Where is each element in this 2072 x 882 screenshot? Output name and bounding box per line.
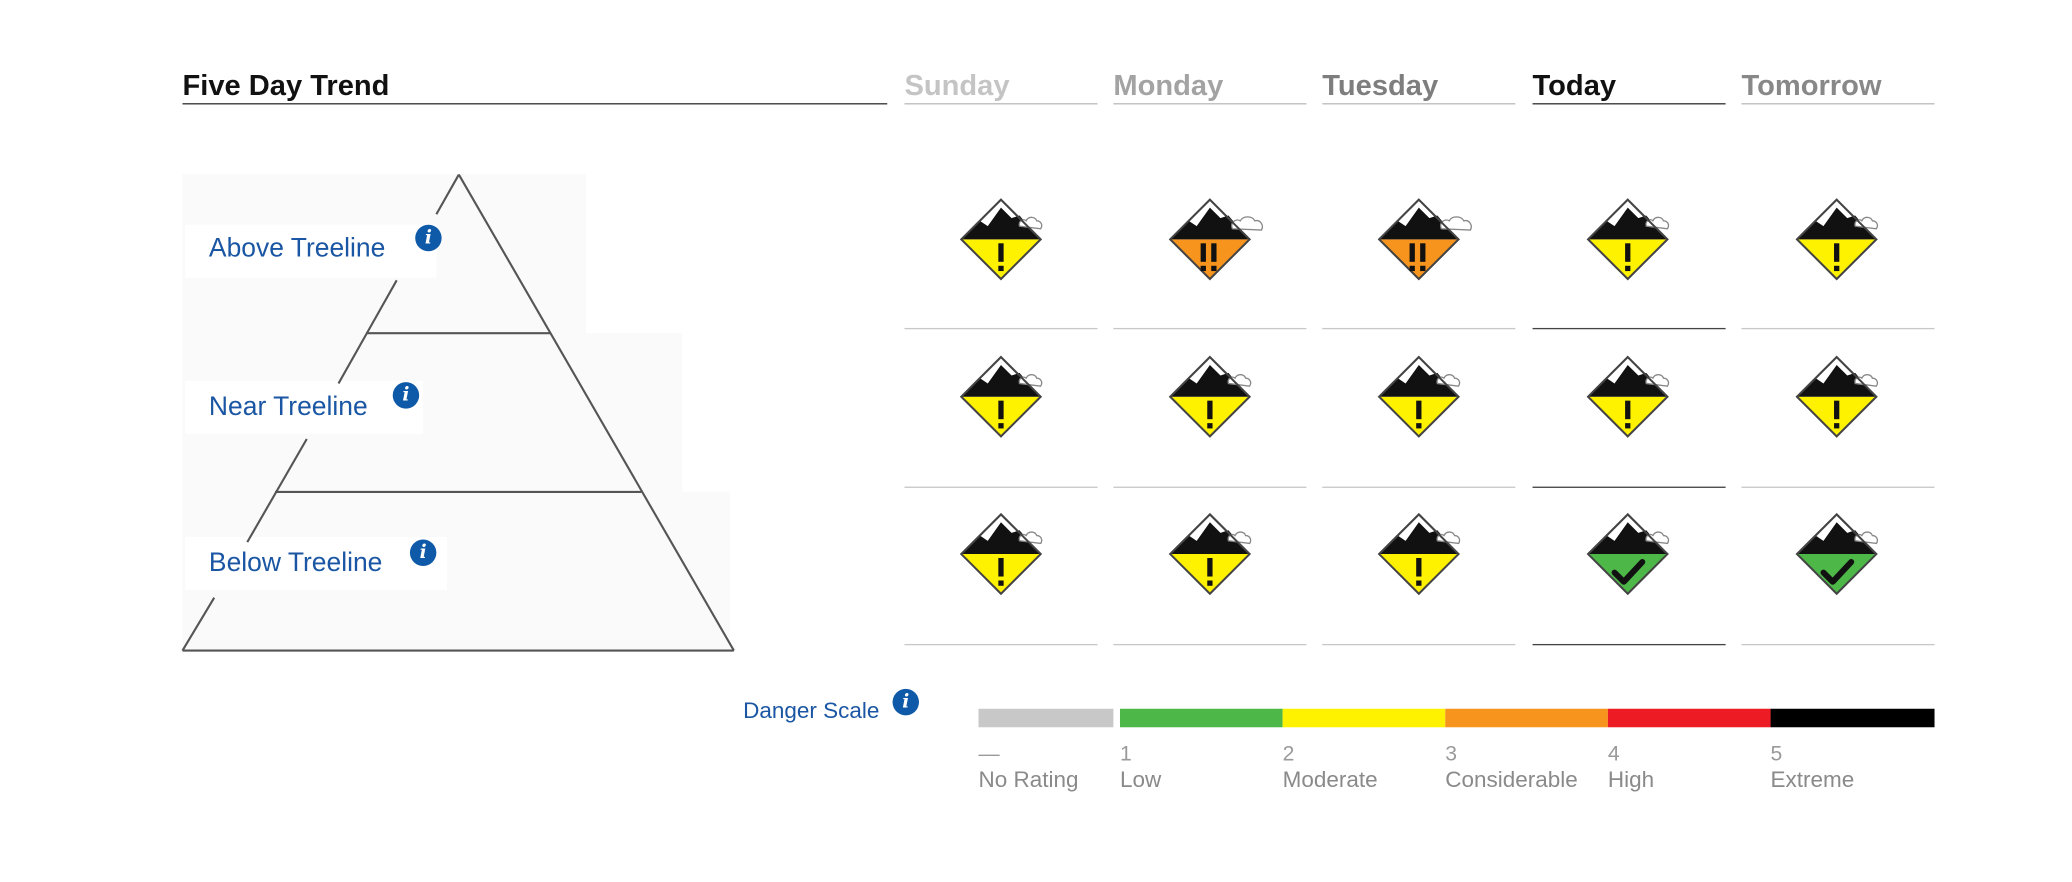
row-divider-above-treeline — [1113, 327, 1307, 330]
row-divider-below-treeline — [1741, 643, 1935, 646]
row-divider-near-treeline — [904, 486, 1098, 488]
danger-scale-number-moderate: 2 — [1282, 743, 1295, 766]
elevation-label-near-treeline: Near Treeline — [208, 392, 368, 422]
elevation-label-below-treeline: Below Treeline — [208, 548, 383, 578]
danger-scale-swatch-no-rating — [978, 708, 1114, 728]
elevation-pyramid — [181, 174, 735, 652]
danger-scale-label-extreme: Extreme — [1770, 766, 1855, 793]
danger-level-moderate-icon — [1160, 512, 1271, 609]
danger-level-moderate-icon — [951, 512, 1062, 609]
row-divider-near-treeline — [1532, 486, 1726, 488]
info-icon[interactable]: i — [892, 688, 919, 716]
row-divider-near-treeline — [1322, 486, 1516, 488]
danger-level-moderate-icon — [1786, 354, 1897, 451]
danger-scale-label-no-rating: No Rating — [978, 766, 1079, 793]
danger-scale-number-considerable: 3 — [1445, 743, 1458, 766]
row-divider-above-treeline — [1741, 327, 1935, 330]
row-divider-above-treeline — [904, 327, 1098, 330]
danger-level-moderate-icon — [1578, 354, 1689, 451]
day-header-monday: Monday — [1113, 69, 1307, 105]
danger-scale-label-moderate: Moderate — [1282, 766, 1378, 793]
danger-scale-swatch-low — [1119, 708, 1283, 728]
row-divider-above-treeline — [1532, 327, 1726, 330]
day-header-sunday: Sunday — [904, 69, 1098, 105]
danger-scale-title: Danger Scale — [743, 698, 880, 724]
danger-level-low-icon — [1786, 512, 1897, 609]
danger-scale-label-considerable: Considerable — [1445, 766, 1578, 793]
danger-scale-swatch-considerable — [1445, 708, 1608, 728]
row-divider-below-treeline — [1322, 643, 1516, 646]
row-divider-below-treeline — [1113, 643, 1307, 646]
danger-level-moderate-icon — [1369, 512, 1480, 609]
elevation-label-above-treeline: Above Treeline — [208, 234, 386, 264]
danger-level-moderate-icon — [951, 197, 1062, 294]
row-divider-near-treeline — [1741, 486, 1935, 488]
danger-level-moderate-icon — [951, 354, 1062, 451]
danger-level-moderate-icon — [1160, 354, 1271, 451]
danger-scale-number-extreme: 5 — [1770, 743, 1783, 766]
info-icon[interactable]: i — [415, 224, 442, 252]
danger-level-moderate-icon — [1786, 197, 1897, 294]
danger-scale-swatch-high — [1607, 708, 1771, 728]
info-icon[interactable]: i — [409, 539, 437, 566]
danger-scale-number-high: 4 — [1607, 743, 1620, 766]
day-header-tuesday: Tuesday — [1322, 69, 1516, 105]
page-title: Five Day Trend — [182, 69, 888, 105]
danger-level-considerable-icon — [1160, 197, 1271, 294]
row-divider-above-treeline — [1322, 327, 1516, 330]
danger-scale-number-low: 1 — [1119, 743, 1132, 766]
row-divider-near-treeline — [1113, 486, 1307, 488]
day-header-tomorrow: Tomorrow — [1741, 69, 1935, 105]
danger-scale-swatch-extreme — [1770, 708, 1935, 728]
danger-level-moderate-icon — [1369, 354, 1480, 451]
row-divider-below-treeline — [1532, 643, 1726, 646]
danger-scale-label-high: High — [1607, 766, 1655, 793]
info-icon[interactable]: i — [392, 382, 420, 409]
danger-scale-number-no-rating: — — [978, 743, 1000, 766]
day-header-today: Today — [1532, 69, 1726, 105]
danger-scale-swatch-moderate — [1282, 708, 1446, 728]
danger-level-considerable-icon — [1369, 197, 1480, 294]
danger-level-low-icon — [1578, 512, 1689, 609]
danger-scale-label-low: Low — [1119, 766, 1162, 793]
danger-level-moderate-icon — [1578, 197, 1689, 294]
row-divider-below-treeline — [904, 643, 1098, 646]
